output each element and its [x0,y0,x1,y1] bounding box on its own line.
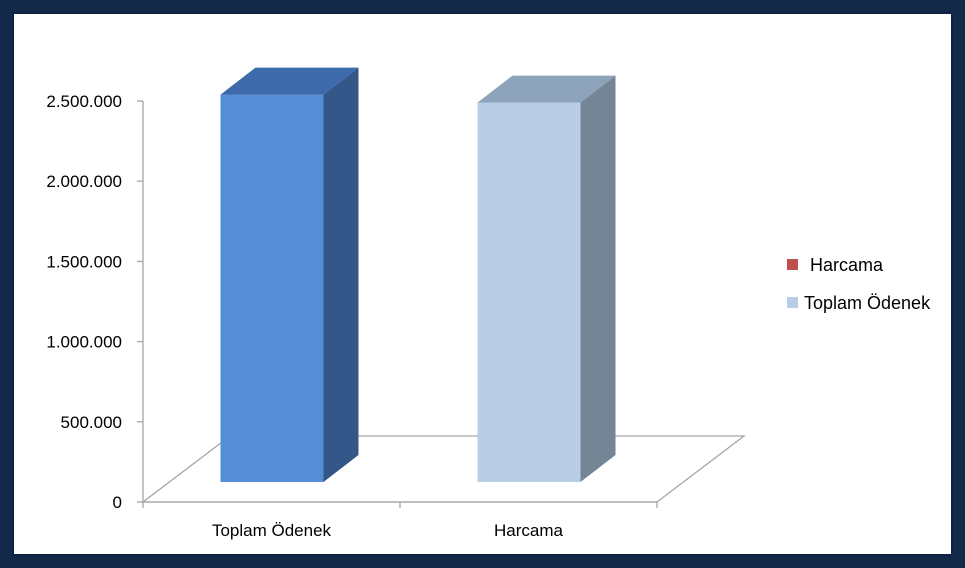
y-tick-label: 500.000 [61,413,122,432]
y-tick-label: 2.000.000 [46,172,122,191]
y-tick-label: 2.500.000 [46,92,122,111]
x-tick-label: Harcama [494,521,564,540]
bar-side [323,67,359,483]
y-tick-label: 1.000.000 [46,333,122,352]
bars-group [220,67,616,483]
bar-front [477,102,581,482]
y-tick-label: 0 [113,493,122,512]
bar-top [220,67,359,95]
legend-item: Toplam Ödenek [787,293,931,313]
y-tick-label: 1.500.000 [46,252,122,271]
x-tick-group: Toplam Ödenek Harcama [142,502,658,540]
legend-swatch [787,297,798,308]
legend-label: Toplam Ödenek [804,293,931,313]
bar-side [580,75,616,482]
legend-item: Harcama [787,255,884,275]
legend: Harcama Toplam Ödenek [787,255,931,313]
legend-label: Harcama [810,255,884,275]
bar-1 [220,67,359,483]
y-tick-group: 0 500.000 1.000.000 1.500.000 2.000.000 2.500… [46,92,143,512]
bar-front [220,94,324,483]
x-tick-label: Toplam Ödenek [212,521,332,540]
legend-swatch [787,259,798,270]
chart-floor [141,435,746,503]
bar-top [477,75,616,103]
bar-2 [477,75,616,482]
